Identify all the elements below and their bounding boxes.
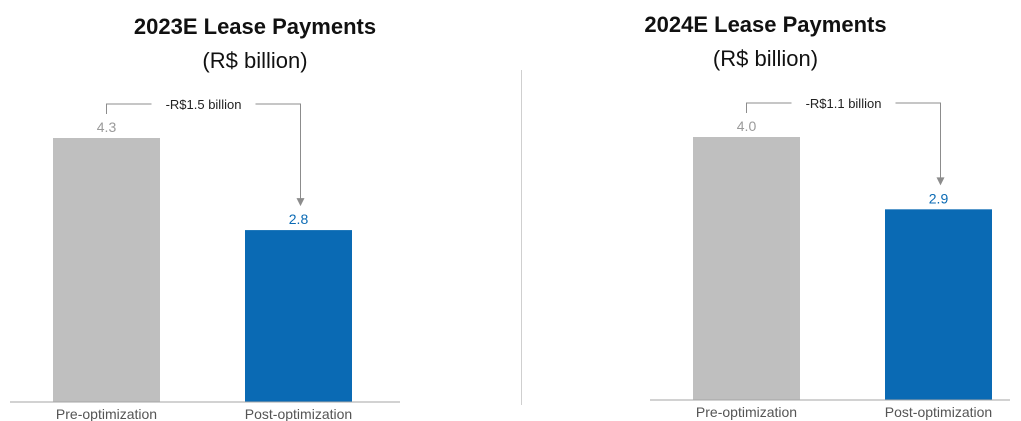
data-label: 2.9 — [929, 190, 949, 206]
difference-annotation: -R$1.1 billion — [806, 96, 882, 111]
bar-post — [885, 209, 992, 400]
arrowhead-icon — [296, 198, 305, 207]
panel-divider — [521, 70, 522, 405]
bar-chart-2023: 4.3 Pre-optimization 2.8 Post-optimization -… — [10, 97, 400, 421]
arrowhead-icon — [936, 177, 945, 186]
difference-annotation: -R$1.5 billion — [166, 97, 242, 112]
chart-subtitle: (R$ billion) — [202, 48, 308, 73]
chart-panel-2024: 2024E Lease Payments (R$ billion) 4.0 Pre… — [510, 0, 1021, 421]
bar-chart-2024: 4.0 Pre-optimization 2.9 Post-optimization -… — [650, 96, 1010, 420]
category-label: Pre-optimization — [696, 404, 797, 420]
bar-post — [245, 230, 352, 402]
chart-title: 2023E Lease Payments — [133, 14, 377, 39]
chart-title: 2024E Lease Payments — [644, 12, 887, 37]
connector-line-right — [895, 102, 941, 179]
data-label: 4.0 — [737, 118, 757, 134]
data-label: 2.8 — [289, 211, 309, 227]
bar-pre — [693, 137, 800, 400]
category-label: Post-optimization — [245, 406, 352, 421]
bar-pre — [53, 138, 160, 402]
connector-line-left — [746, 102, 792, 113]
category-label: Pre-optimization — [56, 406, 157, 421]
connector-line-left — [106, 103, 152, 114]
connector-line-right — [255, 103, 301, 200]
data-label: 4.3 — [97, 119, 117, 135]
chart-panel-2023: 2023E Lease Payments (R$ billion) 4.3 Pre… — [0, 0, 510, 421]
category-label: Post-optimization — [885, 404, 992, 420]
chart-subtitle: (R$ billion) — [712, 46, 819, 71]
